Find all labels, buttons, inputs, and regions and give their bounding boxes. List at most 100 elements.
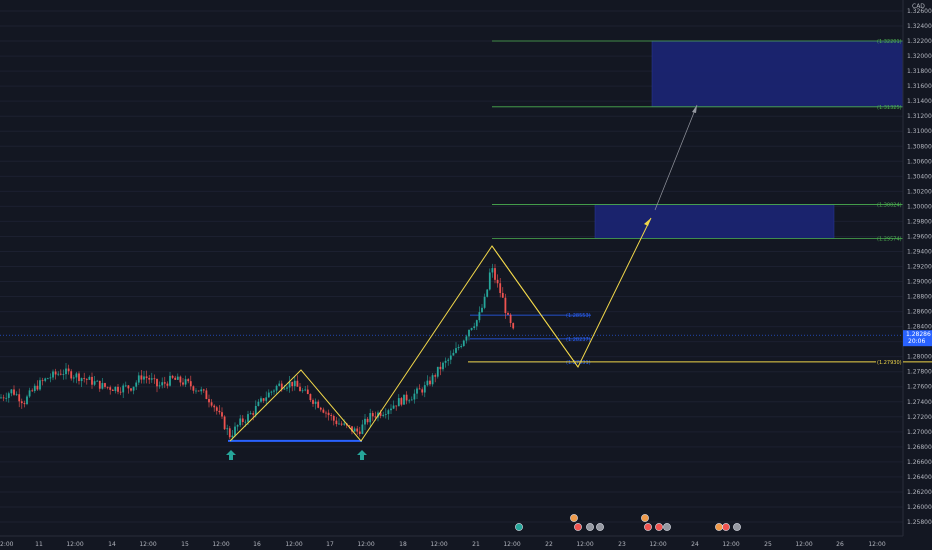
- candle-body: [54, 371, 57, 375]
- candle-body: [124, 385, 127, 387]
- candle-body: [403, 394, 405, 405]
- candle-body: [215, 407, 218, 411]
- candle-body: [254, 405, 257, 415]
- candle-body: [309, 394, 312, 401]
- candle-body: [421, 389, 424, 393]
- candle-body: [189, 381, 192, 387]
- candle-body: [36, 385, 39, 390]
- candle-body: [67, 368, 70, 372]
- projection-arrow: [654, 104, 698, 211]
- event-icon: [574, 523, 582, 531]
- event-icon: [663, 523, 671, 531]
- event-icons[interactable]: [515, 514, 741, 531]
- candle-body: [431, 375, 434, 385]
- price-tick-label: 1.31600: [907, 83, 932, 90]
- time-tick-label: 12:00: [357, 541, 374, 548]
- candle-body: [364, 418, 366, 425]
- candle-body: [104, 383, 106, 387]
- zigzag-arrowhead: [644, 218, 651, 226]
- event-icon: [586, 523, 594, 531]
- candle-body: [488, 272, 491, 290]
- candle-body: [218, 410, 221, 413]
- candle-body: [457, 347, 460, 349]
- event-icon: [570, 514, 578, 522]
- candle-body: [161, 382, 164, 386]
- candle-body: [470, 328, 473, 330]
- candle-body: [293, 380, 296, 387]
- candle-body: [444, 360, 447, 363]
- candle-body: [392, 405, 395, 409]
- candle-body: [267, 392, 270, 398]
- candle-body: [26, 396, 28, 405]
- candle-body: [468, 329, 470, 337]
- candle-body: [62, 374, 65, 375]
- candle-body: [325, 412, 327, 414]
- candle-body: [80, 378, 83, 382]
- candle-body: [371, 413, 374, 417]
- price-tick-label: 1.32000: [907, 53, 932, 60]
- time-tick-label: 12:00: [285, 541, 302, 548]
- candle-body: [304, 389, 307, 391]
- candle-body: [226, 428, 229, 430]
- candle-body: [137, 375, 140, 383]
- candle-body: [322, 409, 325, 413]
- candle-body: [478, 312, 481, 321]
- candle-body: [213, 405, 216, 408]
- candle-body: [301, 390, 304, 392]
- price-tick-label: 1.31200: [907, 113, 932, 120]
- candle-body: [410, 399, 413, 401]
- candle-body: [221, 412, 223, 417]
- countdown-label: 20:06: [908, 338, 925, 345]
- price-tick-label: 1.31800: [907, 68, 932, 75]
- price-axis-bg: [903, 0, 932, 550]
- candle-body: [338, 423, 340, 425]
- candle-body: [202, 389, 205, 391]
- candle-body: [163, 382, 166, 384]
- level-label: (1.27930): [877, 360, 902, 366]
- candle-body: [416, 388, 418, 394]
- candle-body: [18, 394, 21, 402]
- price-tick-label: 1.26800: [907, 444, 932, 451]
- current-price-tag: [903, 330, 932, 347]
- candle-body: [496, 279, 499, 284]
- candle-body: [327, 412, 330, 416]
- price-tick-label: 1.28600: [907, 309, 932, 316]
- level-label-bg: [876, 357, 903, 366]
- zigzag-leg: [491, 245, 579, 368]
- candle-body: [343, 423, 346, 425]
- candle-body: [382, 414, 385, 416]
- candle-body: [465, 336, 468, 341]
- price-tick-label: 1.30200: [907, 188, 932, 195]
- candle-body: [132, 386, 135, 391]
- price-tick-label: 1.31400: [907, 98, 932, 105]
- candle-body: [33, 385, 36, 392]
- zigzag-line: [229, 217, 652, 442]
- candle-body: [358, 431, 361, 434]
- candle-body: [462, 340, 465, 347]
- level-label: (1.27931): [566, 360, 591, 366]
- candle-body: [109, 387, 112, 390]
- candle-body: [317, 401, 320, 408]
- candle-body: [106, 386, 109, 388]
- price-tick-label: 1.31000: [907, 128, 932, 135]
- candle-body: [72, 377, 75, 379]
- candle-body: [182, 382, 184, 385]
- time-axis[interactable]: 2:00 11 12:00 14 12:00 15 12:00 16 12:00 17 12:00 1…: [0, 535, 903, 548]
- current-price-label: 1.28286: [906, 331, 931, 338]
- candle-body: [413, 393, 416, 400]
- candle-body: [98, 380, 101, 389]
- level-label: (1.29574): [877, 236, 902, 242]
- candle-body: [426, 380, 429, 386]
- candle-body: [273, 390, 275, 392]
- price-tick-label: 1.27000: [907, 429, 932, 436]
- candle-body: [83, 378, 86, 379]
- candle-body: [15, 394, 18, 396]
- candle-body: [234, 426, 236, 436]
- candle-body: [153, 378, 156, 380]
- time-tick-label: 12:00: [212, 541, 229, 548]
- candle-body: [397, 398, 400, 407]
- candle-body: [405, 394, 408, 401]
- candle-body: [351, 426, 353, 432]
